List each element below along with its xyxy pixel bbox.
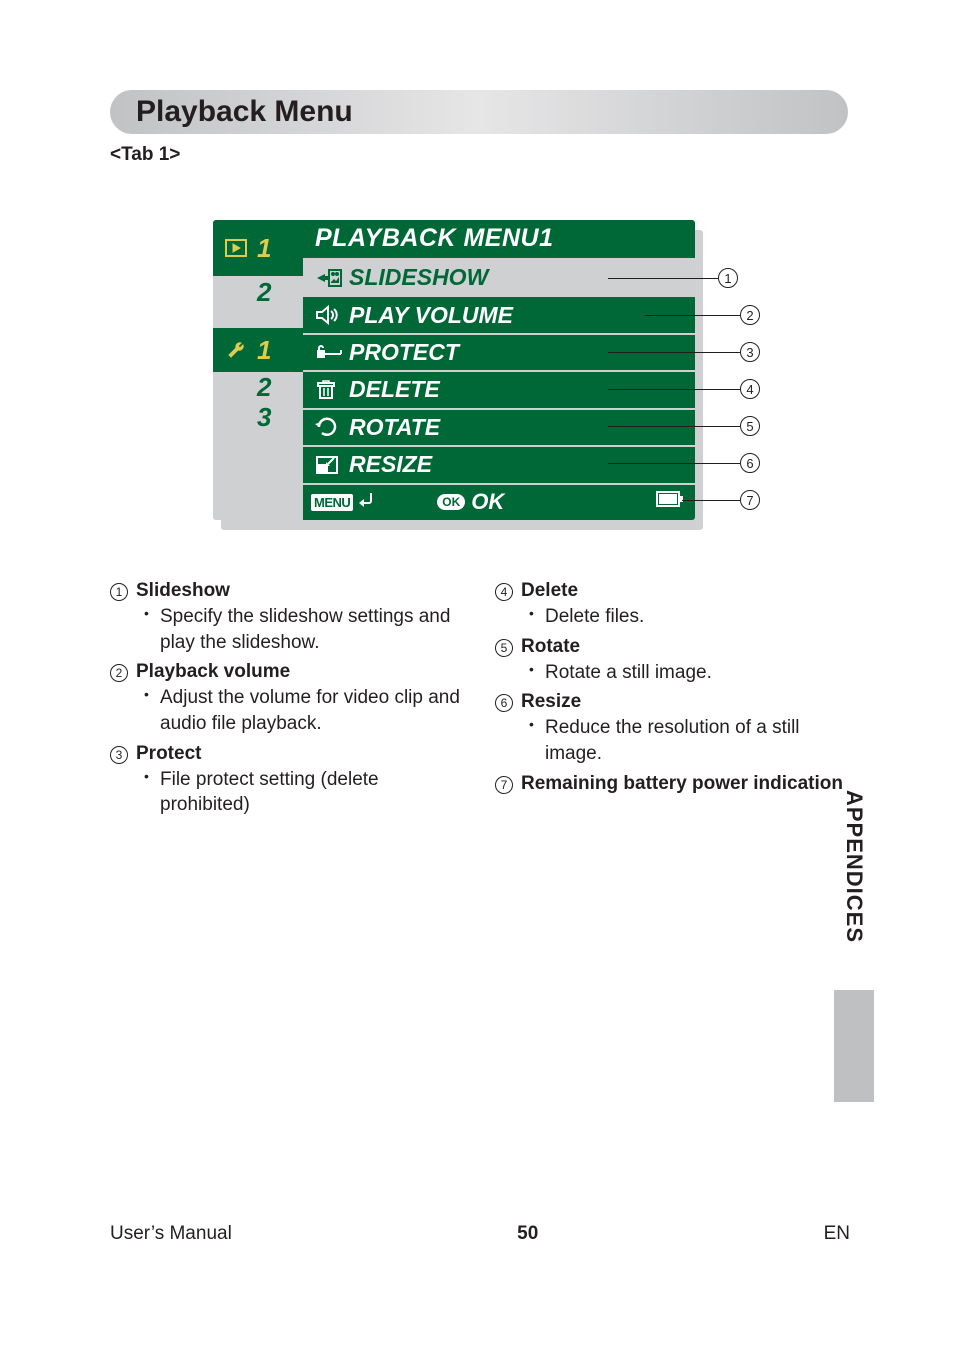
lcd-title: PLAYBACK MENU1 [303,220,695,258]
side-option-tab-2: 2 [213,372,303,402]
desc-bullet-1-1: Specify the slideshow settings and play … [144,604,465,655]
callout-line-5 [608,426,740,427]
callout-line-1 [608,278,718,279]
descriptions: 1 Slideshow Specify the slideshow setting… [110,580,850,824]
protect-icon [315,344,349,362]
menu-badge: MENU [311,494,353,511]
callout-circle-6: 6 [740,453,760,473]
play-icon [221,239,251,257]
side-option-num-3: 3 [251,402,271,433]
callout-line-2 [645,315,740,316]
desc-item-2: 2 Playback volume Adjust the volume for v… [110,661,465,736]
desc-title-3: Protect [136,743,201,765]
footer-left: User’s Manual [110,1223,232,1245]
desc-num-3: 3 [110,746,128,764]
side-option-tab-1: 1 [213,328,303,372]
callout-circle-1: 1 [718,268,738,288]
callout-circle-4: 4 [740,379,760,399]
slideshow-icon [315,267,349,289]
desc-item-4: 4 Delete Delete files. [495,580,850,630]
side-group-playback: 1 2 [213,220,303,308]
menu-label-5: ROTATE [349,414,695,441]
lcd-footer: MENU OK OK [303,483,695,520]
side-playback-tab-2: 2 [213,276,303,308]
desc-bullet-4-1: Delete files. [529,604,850,630]
footer-right: EN [824,1223,850,1245]
lcd-side-tabs: 1 2 1 2 [213,220,303,520]
callout-circle-3: 3 [740,342,760,362]
side-option-tab-3: 3 [213,402,303,432]
desc-title-6: Resize [521,691,581,713]
callout-line-4 [608,389,740,390]
side-group-option: 1 2 3 [213,328,303,432]
battery-icon [655,490,685,514]
desc-item-7: 7 Remaining battery power indication [495,773,850,795]
callout-circle-2: 2 [740,305,760,325]
resize-icon [315,455,349,475]
callout-line-7 [682,500,740,501]
menu-label-6: RESIZE [349,451,695,478]
desc-num-2: 2 [110,664,128,682]
menu-row-slideshow: SLIDESHOW [303,258,695,295]
side-option-num-2: 2 [251,372,271,403]
side-tab-label: APPENDICES [841,790,867,943]
desc-title-5: Rotate [521,636,580,658]
side-playback-num-2: 2 [251,277,271,308]
desc-bullet-6-1: Reduce the resolution of a still image. [529,715,850,766]
desc-col-left: 1 Slideshow Specify the slideshow setting… [110,580,465,824]
menu-row-volume: PLAY VOLUME [303,295,695,332]
lcd-main: PLAYBACK MENU1 SLIDESHOW PLAY VOLUME PRO… [303,220,695,520]
desc-item-5: 5 Rotate Rotate a still image. [495,636,850,686]
lcd: 1 2 1 2 [213,220,695,520]
lcd-screenshot: 1 2 1 2 [213,220,695,520]
callout-circle-5: 5 [740,416,760,436]
side-playback-tab-1: 1 [213,220,303,276]
section-title: Playback Menu [136,95,353,129]
side-tab-box [834,990,874,1102]
desc-title-2: Playback volume [136,661,290,683]
desc-item-6: 6 Resize Reduce the resolution of a still… [495,691,850,766]
callout-line-3 [608,352,740,353]
desc-title-7: Remaining battery power indication [521,773,843,795]
menu-label-2: PLAY VOLUME [349,302,695,329]
footer-page: 50 [517,1223,538,1245]
wrench-icon [221,339,251,361]
ok-pill: OK [437,494,465,510]
desc-bullet-3-1: File protect setting (delete prohibited) [144,767,465,818]
page-footer: User’s Manual 50 EN [110,1223,850,1245]
rotate-icon [315,417,349,437]
desc-bullet-2-1: Adjust the volume for video clip and aud… [144,685,465,736]
desc-bullet-5-1: Rotate a still image. [529,660,850,686]
desc-num-6: 6 [495,694,513,712]
desc-col-right: 4 Delete Delete files. 5 Rotate Rotate a s… [495,580,850,824]
desc-num-4: 4 [495,583,513,601]
callout-circle-7: 7 [740,490,760,510]
section-title-bar: Playback Menu [110,90,848,134]
desc-num-7: 7 [495,776,513,794]
desc-num-5: 5 [495,639,513,657]
desc-title-4: Delete [521,580,578,602]
ok-label: OK [471,489,504,515]
tab-label: <Tab 1> [110,144,180,166]
callout-line-6 [608,463,740,464]
desc-num-1: 1 [110,583,128,601]
desc-title-1: Slideshow [136,580,230,602]
trash-icon [315,380,349,400]
desc-item-3: 3 Protect File protect setting (delete pr… [110,743,465,818]
return-icon [357,490,377,514]
volume-icon [315,305,349,325]
side-playback-num-1: 1 [251,233,271,264]
desc-item-1: 1 Slideshow Specify the slideshow setting… [110,580,465,655]
side-option-num-1: 1 [251,335,271,366]
